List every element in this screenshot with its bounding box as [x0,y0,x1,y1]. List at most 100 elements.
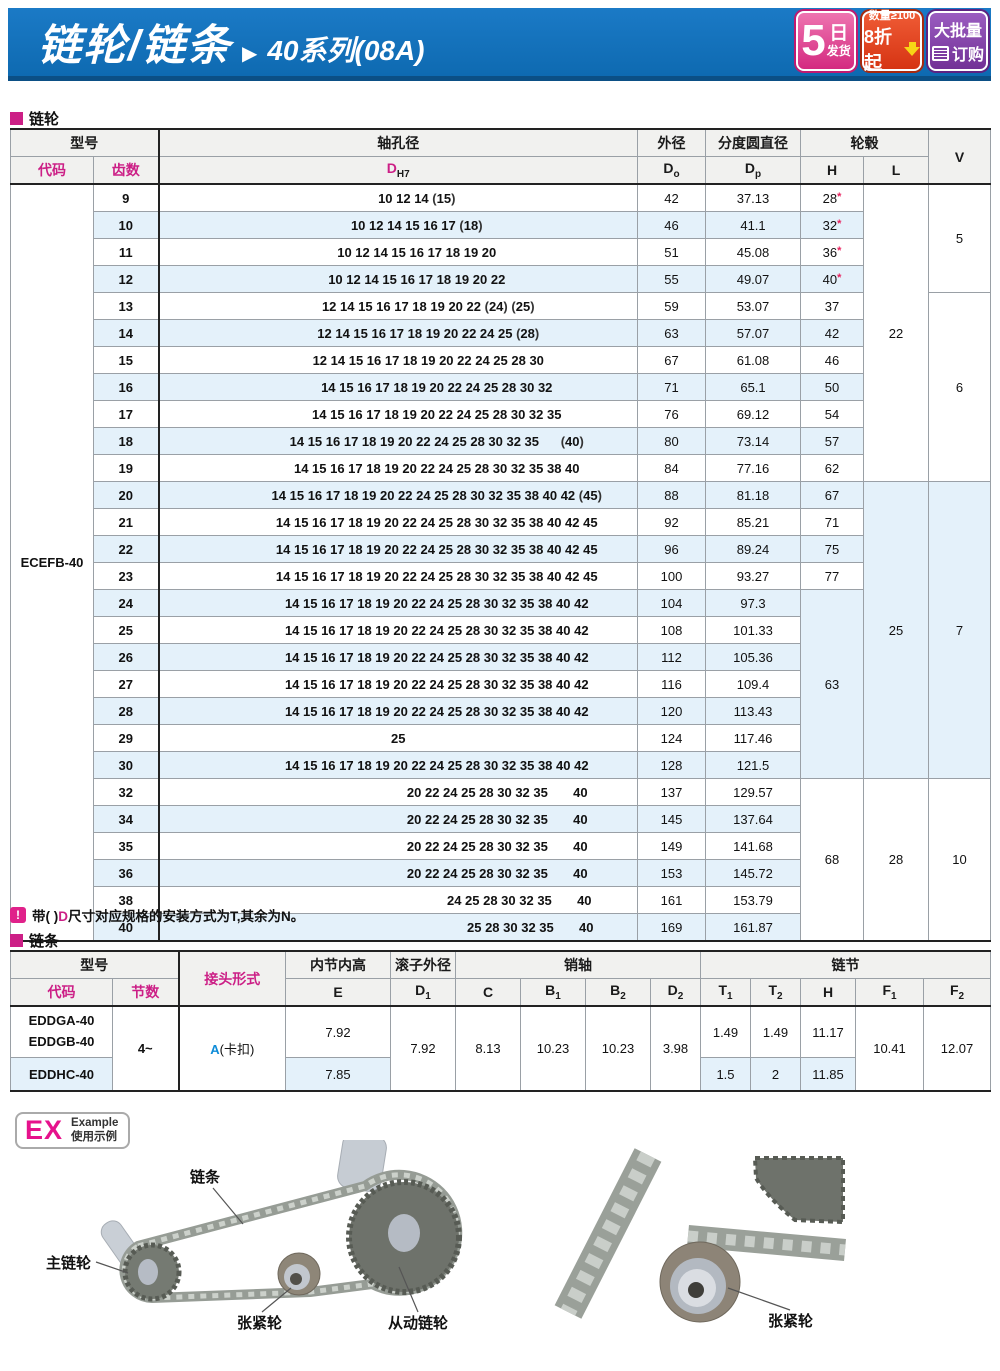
cell-od: 137 [637,778,706,806]
cell-od: 71 [637,373,706,401]
cell-pcd: 53.07 [705,292,801,320]
cell-teeth: 12 [93,265,159,293]
cell-b1: 10.23 [520,1005,586,1092]
cell-b2: 10.23 [585,1005,651,1092]
section-square-icon [10,112,23,125]
cell-h: 54 [800,400,864,428]
cell-d1: 7.92 [390,1005,456,1092]
footnote-text: 带( )D尺寸对应规格的安装方式为T,其余为N。 [32,909,305,924]
label-tensioner-right: 张紧轮 [768,1313,814,1330]
cell-pcd: 153.79 [705,886,801,914]
cell-od: 124 [637,724,706,752]
section-sprocket: 链轮 [10,108,59,129]
cell-teeth: 11 [93,238,159,266]
cell-pcd: 93.27 [705,562,801,590]
sprocket-row: 15 12 14 15 16 17 18 19 20 22 24 25 28 30… [11,346,991,374]
cell-bores: 10 12 14 15 16 17 18 19 20 22 [157,265,638,293]
cell-bores: 25 [157,724,638,752]
col-header-model: 型号 [10,128,159,157]
cell-h: 71 [800,508,864,536]
cell-v-merged: 7 [928,481,991,779]
cell-d2: 3.98 [650,1005,701,1092]
cell-teeth: 21 [93,508,159,536]
sprocket-row: ECEFB-40 9 10 12 14 (15) 42 37.13 28* 22 5 [10,183,991,942]
cell-e-a: 7.92 [285,1005,391,1058]
badge-5day-shipping: 5 日 发货 [796,11,856,71]
chain-col-b1: B1 [520,978,586,1007]
chain-col-b2: B2 [585,978,651,1007]
cell-od: 161 [637,886,706,914]
col-header-pcd: 分度圆直径 [705,128,801,157]
driven-sprocket [346,1179,462,1295]
chain-table: 型号 接头形式 内节内高 滚子外径 销轴 链节 代码 节数 E D1 C B1 … [10,950,992,1092]
chain-row-a: EDDGA-40 EDDGB-40 4~ A(卡扣) 7.92 7.92 8.13… [10,1005,992,1092]
sprocket-row: 24 14 15 16 17 18 19 20 22 24 25 28 30 32… [10,589,991,779]
cell-l-merged: 28 [863,778,929,942]
col-header-d-h7: DH7 [157,156,638,185]
cell-e-b: 7.85 [285,1057,391,1092]
cell-teeth: 28 [93,697,159,725]
col-header-h: H [800,156,864,185]
cell-teeth: 40 [93,913,159,942]
order-list-icon [931,45,949,61]
cell-teeth: 10 [93,211,159,239]
cell-bores: 12 14 15 16 17 18 19 20 22 24 25 28 30 [157,346,638,374]
chain-drive-drawing [95,1140,846,1323]
col-header-l: L [863,156,929,185]
chain-closeup [554,1148,846,1323]
cell-teeth: 16 [93,373,159,401]
badge-5day-number: 5 [801,16,826,66]
sprocket-row: 12 10 12 14 15 16 17 18 19 20 22 55 49.07 40… [10,265,991,293]
cell-h: 36* [800,238,864,266]
cell-od: 104 [637,589,706,617]
cell-pcd: 65.1 [705,373,801,401]
cell-t1-a: 1.49 [700,1005,751,1058]
cell-teeth: 24 [93,589,159,617]
cell-od: 112 [637,643,706,671]
chain-col-d2: D2 [650,978,701,1007]
badge-order-text: 订购 [951,47,984,64]
cell-od: 100 [637,562,706,590]
chain-header-inner-height: 内节内高 [285,950,391,979]
sprocket-row: 17 14 15 16 17 18 19 20 22 24 25 28 30 32… [11,400,991,428]
cell-teeth: 18 [93,427,159,455]
badge-5day-day: 日 [829,22,849,44]
col-header-code: 代码 [10,156,94,185]
chain-header-joint: 接头形式 [177,950,286,1007]
cell-h: 50 [800,373,864,401]
section-square-icon [10,934,23,947]
cell-bores: 10 12 14 (15) [157,183,638,212]
cell-bores: 20 22 24 25 28 30 32 35 40 [157,805,638,833]
col-header-bore: 轴孔径 [157,128,638,157]
section-chain: 链条 [10,930,59,951]
cell-h: 75 [800,535,864,563]
cell-code-b: EDDHC-40 [10,1057,113,1092]
chain-header-roller-od: 滚子外径 [390,950,456,979]
page-title: 链轮/链条 ▶ 40系列(08A) [38,11,425,73]
cell-od: 153 [637,859,706,887]
cell-bores: 14 15 16 17 18 19 20 22 24 25 28 30 32 3… [157,535,638,563]
cell-pcd: 37.13 [705,183,801,212]
sprocket-row: 16 14 15 16 17 18 19 20 22 24 25 28 30 32… [10,373,991,401]
cell-teeth: 38 [93,886,159,914]
cell-bores: 14 15 16 17 18 19 20 22 24 25 28 30 32 3… [157,670,638,698]
cell-teeth: 29 [93,724,159,752]
cell-bores: 14 15 16 17 18 19 20 22 24 25 28 30 32 3… [157,697,638,725]
promo-badges: 5 日 发货 数量≥100 8折起 大批量 订购 [796,10,988,73]
cell-pcd: 45.08 [705,238,801,266]
cell-bores: 14 15 16 17 18 19 20 22 24 25 28 30 32 3… [157,400,638,428]
sprocket-row: 18 14 15 16 17 18 19 20 22 24 25 28 30 32… [10,427,991,455]
cell-od: 80 [637,427,706,455]
chain-col-f2: F2 [922,978,992,1007]
col-header-do: Do [637,156,706,185]
cell-pcd: 129.57 [705,778,801,806]
cell-h: 67 [800,481,864,509]
sprocket-table-body: ECEFB-40 9 10 12 14 (15) 42 37.13 28* 22 5 10 10 … [10,183,991,942]
cell-h: 42 [800,319,864,347]
badge-discount-text: 8折起 [864,27,893,73]
sprocket-row: 19 14 15 16 17 18 19 20 22 24 25 28 30 32… [11,454,991,482]
cell-pcd: 117.46 [705,724,801,752]
badge-qty-text: 数量≥100 [868,10,916,22]
cell-bores: 10 12 14 15 16 17 18 19 20 [157,238,638,266]
